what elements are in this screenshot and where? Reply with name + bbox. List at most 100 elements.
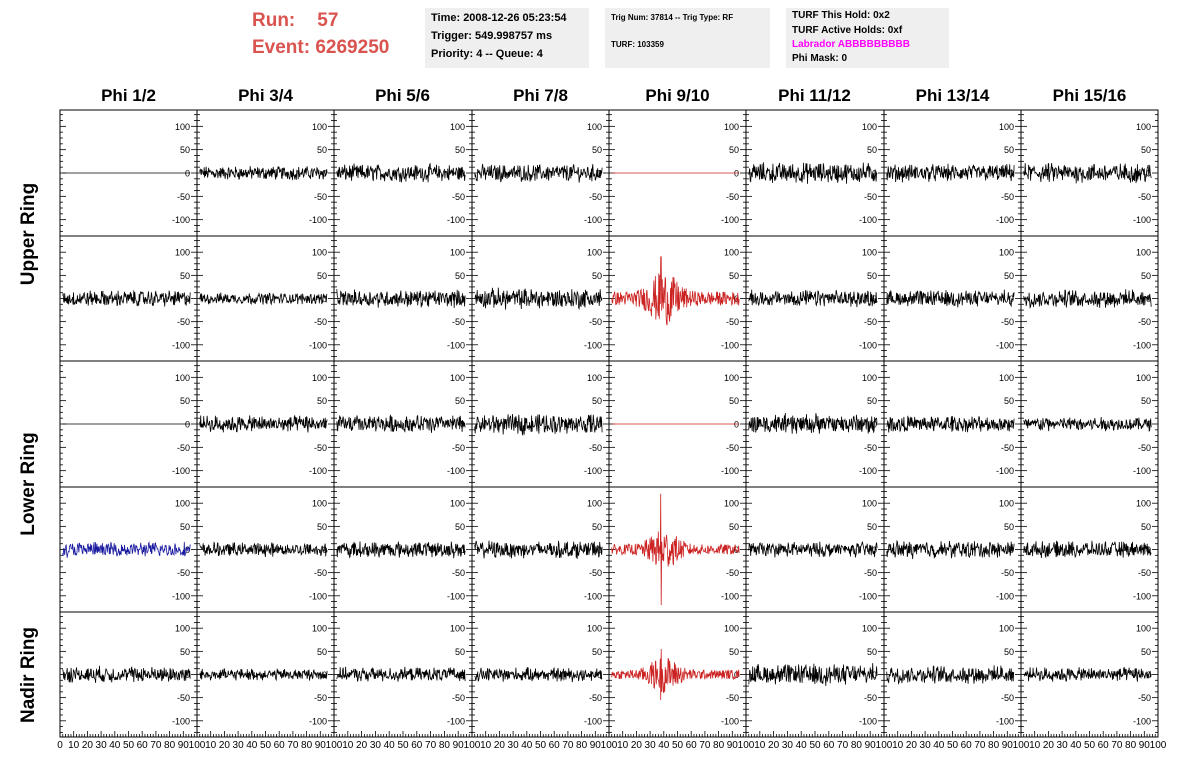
column-header: Phi 7/8	[513, 86, 568, 105]
y-tick-label: 100	[312, 624, 327, 634]
y-tick-label: 100	[175, 624, 190, 634]
waveform-trace	[336, 541, 466, 559]
y-tick-label: -50	[726, 317, 739, 327]
x-tick-label: 70	[150, 740, 162, 751]
x-tick-label: 50	[123, 740, 135, 751]
x-tick-label: 30	[233, 740, 245, 751]
event-label: Event:	[252, 37, 311, 58]
y-tick-label: 100	[175, 499, 190, 509]
turf-active-holds-text: TURF Active Holds: 0xf	[792, 25, 903, 36]
y-tick-label: 50	[592, 522, 602, 532]
x-tick-label: 30	[645, 740, 657, 751]
y-tick-label: 50	[867, 647, 877, 657]
y-tick-label: -100	[859, 340, 877, 350]
y-tick-label: -50	[314, 443, 327, 453]
y-tick-label: -100	[584, 466, 602, 476]
y-tick-label: 50	[729, 396, 739, 406]
waveform-trace	[199, 291, 328, 306]
y-tick-label: -100	[172, 215, 190, 225]
waveform-trace	[748, 541, 878, 558]
x-tick-label: 60	[411, 740, 423, 751]
y-tick-label: 100	[1136, 624, 1151, 634]
y-tick-label: 100	[175, 122, 190, 132]
waveform-trace	[199, 668, 328, 682]
run-event-box: Run: 57 Event: 6269250	[252, 8, 422, 66]
y-tick-label: -100	[996, 716, 1014, 726]
y-tick-label: -100	[996, 340, 1014, 350]
x-tick-label: 50	[947, 740, 959, 751]
y-tick-label: -50	[864, 693, 877, 703]
waveform-trace	[199, 415, 328, 433]
x-tick-label: 70	[1111, 740, 1123, 751]
y-tick-label: 50	[317, 522, 327, 532]
y-tick-label: 50	[729, 271, 739, 281]
y-tick-label: 50	[729, 522, 739, 532]
x-tick-label: 20	[906, 740, 918, 751]
y-tick-label: 100	[1136, 122, 1151, 132]
y-tick-label: -50	[452, 192, 465, 202]
x-tick-label: 40	[384, 740, 396, 751]
y-tick-label: -100	[996, 466, 1014, 476]
column-header: Phi 15/16	[1052, 86, 1127, 105]
y-tick-label: 100	[862, 122, 877, 132]
y-tick-label: -50	[177, 317, 190, 327]
y-tick-label: -50	[177, 568, 190, 578]
y-tick-label: -100	[309, 466, 327, 476]
turf-this-hold-text: TURF This Hold: 0x2	[792, 10, 890, 21]
x-tick-label: 60	[274, 740, 286, 751]
y-tick-label: 100	[587, 248, 602, 258]
y-tick-label: -50	[589, 192, 602, 202]
y-tick-label: 50	[867, 522, 877, 532]
y-tick-label: -100	[447, 466, 465, 476]
trigger-text: Trigger: 549.998757 ms	[431, 30, 553, 42]
y-tick-label: -50	[1138, 192, 1151, 202]
y-tick-label: 0	[185, 420, 190, 430]
y-tick-label: -50	[1138, 693, 1151, 703]
x-tick-label: 90	[178, 740, 190, 751]
waveform-trace	[1023, 289, 1152, 309]
x-tick-label: 20	[494, 740, 506, 751]
y-tick-label: -100	[859, 215, 877, 225]
waveform-trace	[474, 666, 603, 683]
y-tick-label: 100	[862, 624, 877, 634]
y-tick-label: 50	[592, 647, 602, 657]
y-tick-label: -50	[452, 568, 465, 578]
x-tick-label: 40	[658, 740, 670, 751]
waveform-trace	[611, 493, 740, 606]
y-tick-label: 100	[724, 624, 739, 634]
x-tick-label: 60	[137, 740, 149, 751]
labrador-text: Labrador ABBBBBBBBB	[792, 39, 910, 50]
column-header: Phi 3/4	[238, 86, 293, 105]
y-tick-label: 50	[867, 271, 877, 281]
waveform-trace	[611, 256, 740, 326]
y-tick-label: 100	[587, 624, 602, 634]
x-tick-label: 50	[809, 740, 821, 751]
waveform-trace	[886, 163, 1015, 183]
waveform-trace	[474, 287, 603, 311]
column-header: Phi 11/12	[778, 86, 851, 105]
y-tick-label: 50	[592, 145, 602, 155]
y-tick-label: -50	[452, 693, 465, 703]
x-tick-label: 70	[974, 740, 986, 751]
y-tick-label: 0	[872, 545, 877, 555]
x-tick-label: 100	[464, 740, 481, 751]
waveform-trace	[886, 665, 1015, 685]
y-tick-label: -50	[1001, 317, 1014, 327]
x-tick-label: 10	[205, 740, 217, 751]
y-tick-label: -100	[309, 716, 327, 726]
y-tick-label: 50	[1141, 271, 1151, 281]
y-tick-label: 50	[317, 271, 327, 281]
y-tick-label: 50	[1141, 396, 1151, 406]
y-tick-label: -50	[1001, 192, 1014, 202]
y-tick-label: -50	[726, 568, 739, 578]
x-tick-label: 30	[508, 740, 520, 751]
y-tick-label: -50	[452, 317, 465, 327]
y-tick-label: 50	[867, 145, 877, 155]
y-tick-label: -50	[177, 693, 190, 703]
x-tick-label: 100	[326, 740, 343, 751]
x-tick-label: 80	[439, 740, 451, 751]
y-tick-label: -100	[309, 591, 327, 601]
y-tick-label: 100	[312, 122, 327, 132]
x-tick-label: 40	[796, 740, 808, 751]
